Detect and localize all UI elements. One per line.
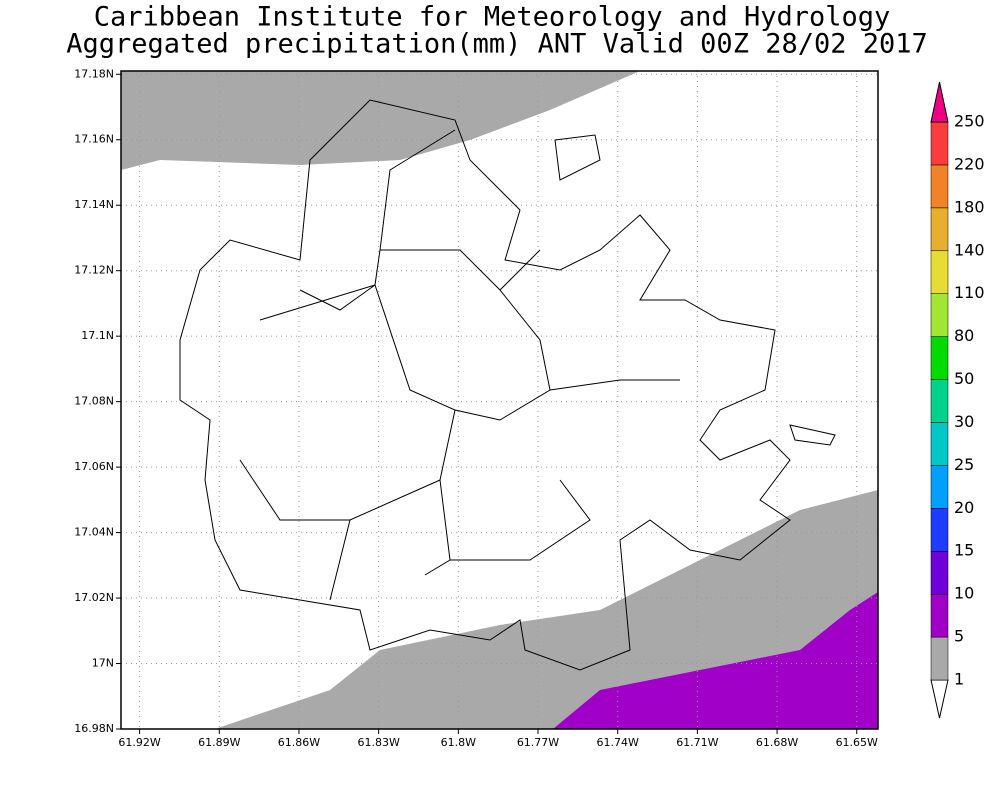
x-tick-label: 61.68W: [756, 736, 798, 749]
colorbar-label: 5: [954, 627, 964, 646]
parish-border: [239, 129, 680, 601]
islet: [789, 424, 836, 446]
colorbar-segment: [930, 121, 949, 166]
colorbar-label: 140: [954, 240, 985, 259]
colorbar-label: 80: [954, 326, 974, 345]
islet: [554, 134, 601, 181]
precip-field: [121, 71, 878, 729]
y-tick-label: 17N: [92, 657, 114, 670]
precip-area: [121, 71, 640, 170]
colorbar-segment: [930, 293, 949, 337]
colorbar-segment: [930, 636, 949, 681]
x-tick-label: 61.74W: [597, 736, 639, 749]
colorbar-segment: [930, 465, 949, 509]
y-tick-label: 17.08N: [74, 395, 114, 408]
x-tick-label: 61.8W: [441, 736, 476, 749]
y-tick-label: 17.16N: [74, 133, 114, 146]
colorbar-segment: [930, 508, 949, 552]
colorbar-label: 30: [954, 412, 974, 431]
colorbar-under: [930, 679, 949, 719]
subtitle: Aggregated precipitation(mm) ANT Valid 0…: [66, 29, 928, 60]
y-tick-label: 17.14N: [74, 198, 114, 211]
x-tick-label: 61.71W: [676, 736, 718, 749]
map-frame: [120, 70, 879, 730]
colorbar-segment: [930, 164, 949, 209]
y-tick-label: 17.04N: [74, 526, 114, 539]
colorbar-segment: [930, 336, 949, 380]
y-tick-label: 17.1N: [81, 329, 114, 342]
coastline: [179, 99, 791, 671]
colorbar-segment: [930, 550, 949, 595]
y-tick-label: 17.12N: [74, 264, 114, 277]
colorbar-over: [930, 81, 949, 123]
y-tick-label: 17.06N: [74, 460, 114, 473]
colorbar-label: 220: [954, 154, 985, 173]
x-tick-label: 61.86W: [278, 736, 320, 749]
colorbar-segment: [930, 207, 949, 252]
colorbar-segment: [930, 593, 949, 638]
x-tick-label: 61.77W: [517, 736, 559, 749]
colorbar-segment: [930, 250, 949, 294]
island: [179, 99, 836, 671]
x-tick-label: 61.92W: [118, 736, 160, 749]
title: Caribbean Institute for Meteorology and …: [94, 2, 891, 33]
colorbar-segment: [930, 422, 949, 466]
y-tick-label: 16.98N: [74, 722, 114, 735]
colorbar-segment: [930, 379, 949, 423]
colorbar-label: 10: [954, 584, 974, 603]
colorbar-label: 25: [954, 455, 974, 474]
y-tick-label: 17.02N: [74, 591, 114, 604]
colorbar-label: 180: [954, 197, 985, 216]
colorbar-label: 1: [954, 670, 964, 689]
colorbar-label: 15: [954, 541, 974, 560]
x-tick-label: 61.65W: [836, 736, 878, 749]
colorbar-label: 50: [954, 369, 974, 388]
precip-area: [553, 592, 878, 729]
y-tick-label: 17.18N: [74, 67, 114, 80]
colorbar-label: 110: [954, 283, 985, 302]
colorbar-label: 250: [954, 112, 985, 131]
x-tick-label: 61.83W: [357, 736, 399, 749]
x-tick-label: 61.89W: [198, 736, 240, 749]
colorbar-label: 20: [954, 498, 974, 517]
